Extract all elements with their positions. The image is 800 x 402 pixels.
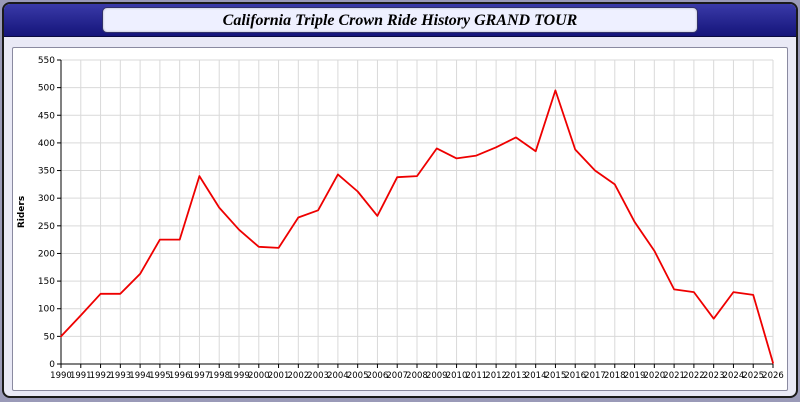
svg-text:2011: 2011 [466, 371, 488, 381]
svg-text:550: 550 [38, 56, 55, 66]
svg-text:1998: 1998 [208, 371, 230, 381]
svg-text:1992: 1992 [90, 371, 112, 381]
svg-text:2001: 2001 [268, 371, 290, 381]
chart-panel: 0 50 100 150 200 250 300 350 400 450 500 550 1990 199… [12, 47, 788, 391]
svg-text:2002: 2002 [288, 371, 310, 381]
svg-text:2003: 2003 [307, 371, 329, 381]
svg-text:2009: 2009 [426, 371, 448, 381]
header-bar: California Triple Crown Ride History GRA… [4, 4, 796, 37]
svg-text:2020: 2020 [644, 371, 666, 381]
svg-text:1993: 1993 [110, 371, 132, 381]
svg-text:50: 50 [44, 332, 56, 342]
svg-text:2006: 2006 [367, 371, 389, 381]
svg-text:1996: 1996 [169, 371, 191, 381]
svg-text:300: 300 [38, 194, 55, 204]
svg-text:2024: 2024 [723, 371, 745, 381]
svg-text:2018: 2018 [604, 371, 626, 381]
svg-text:500: 500 [38, 84, 55, 94]
svg-text:1991: 1991 [70, 371, 92, 381]
svg-text:2008: 2008 [406, 371, 428, 381]
svg-text:Riders: Riders [17, 196, 27, 228]
svg-text:2013: 2013 [505, 371, 527, 381]
svg-text:2004: 2004 [327, 371, 349, 381]
svg-text:100: 100 [38, 305, 55, 315]
svg-text:350: 350 [38, 167, 55, 177]
svg-text:150: 150 [38, 277, 55, 287]
svg-text:2012: 2012 [485, 371, 507, 381]
svg-text:1997: 1997 [189, 371, 211, 381]
svg-text:2010: 2010 [446, 371, 468, 381]
svg-text:1999: 1999 [228, 371, 250, 381]
svg-text:2005: 2005 [347, 371, 369, 381]
svg-text:2007: 2007 [386, 371, 408, 381]
svg-text:2000: 2000 [248, 371, 270, 381]
svg-text:2017: 2017 [584, 371, 606, 381]
svg-text:2014: 2014 [525, 371, 547, 381]
svg-text:1990: 1990 [50, 371, 72, 381]
svg-text:200: 200 [38, 249, 55, 259]
svg-text:450: 450 [38, 111, 55, 121]
svg-text:250: 250 [38, 222, 55, 232]
svg-text:1994: 1994 [129, 371, 151, 381]
svg-text:2023: 2023 [703, 371, 725, 381]
svg-text:2015: 2015 [545, 371, 567, 381]
ride-history-line-chart: 0501001502002503003504004505005501990199… [17, 56, 784, 381]
svg-text:1995: 1995 [149, 371, 171, 381]
svg-text:2021: 2021 [663, 371, 685, 381]
title-box: California Triple Crown Ride History GRA… [101, 7, 699, 33]
svg-text:2016: 2016 [564, 371, 586, 381]
svg-text:400: 400 [38, 139, 55, 149]
svg-text:2026: 2026 [762, 371, 784, 381]
svg-text:2025: 2025 [742, 371, 764, 381]
svg-text:0: 0 [49, 360, 55, 370]
page-title: California Triple Crown Ride History GRA… [222, 12, 578, 29]
svg-text:2022: 2022 [683, 371, 705, 381]
svg-text:2019: 2019 [624, 371, 646, 381]
